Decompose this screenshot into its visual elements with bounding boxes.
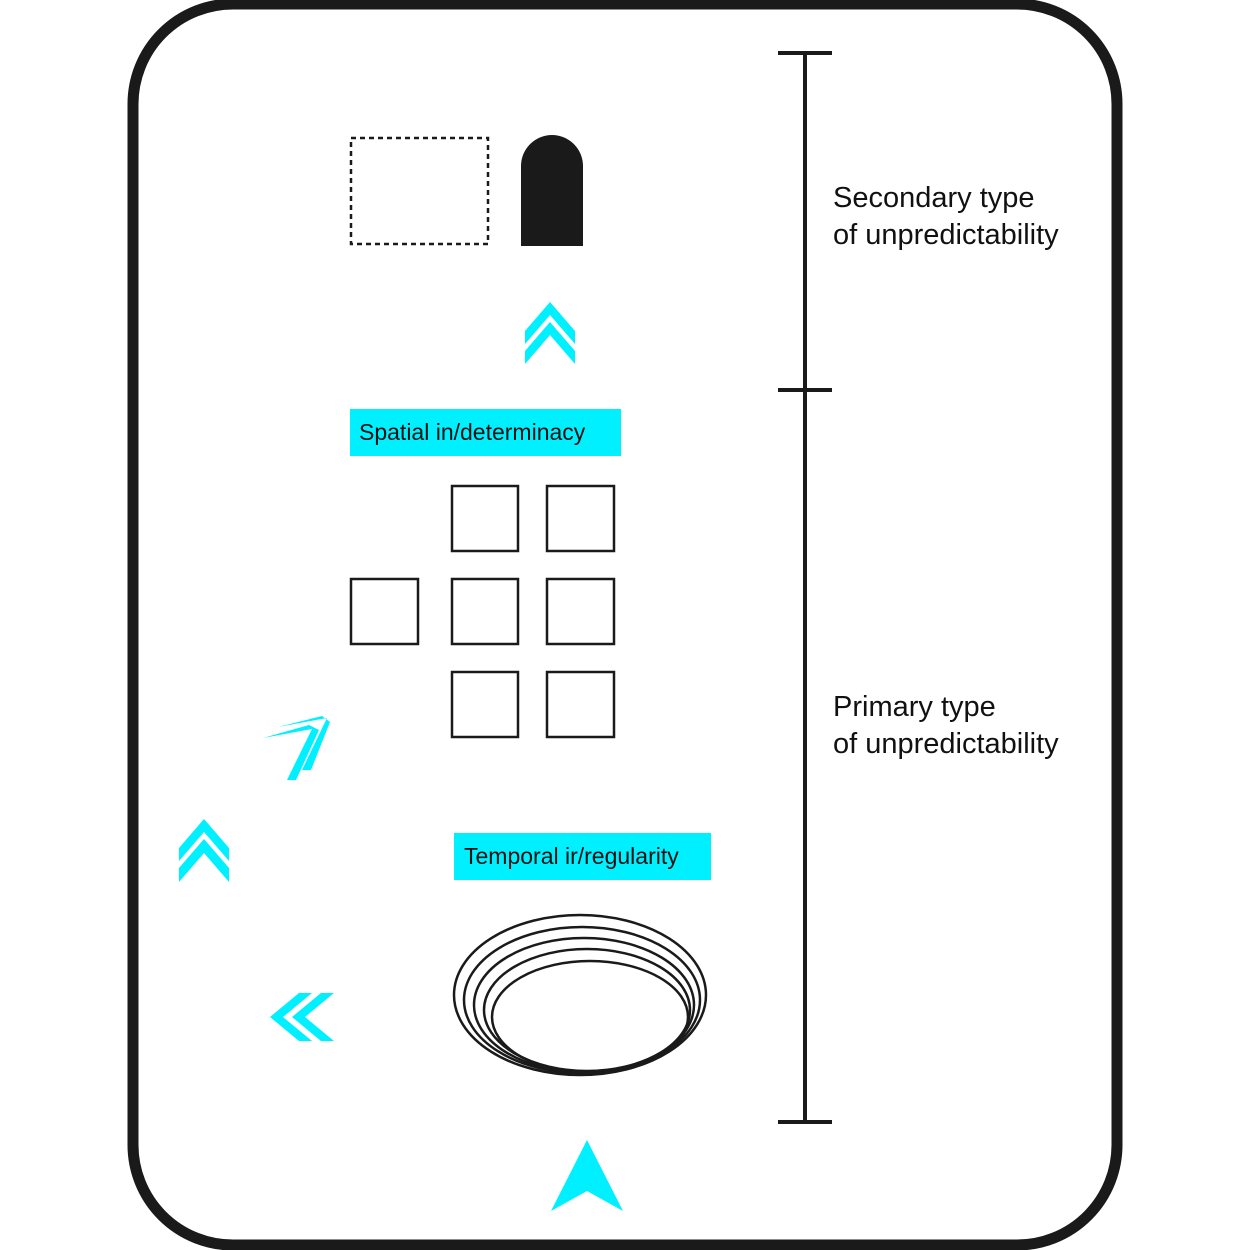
triangle-arrow-up-icon [551, 1140, 623, 1211]
grid-square [450, 484, 520, 553]
scale-bar [778, 51, 832, 1124]
arch-door-icon [521, 135, 583, 246]
primary-type-label: Primary type of unpredictability [833, 689, 1059, 763]
grid-square [450, 577, 520, 646]
temporal-tag: Temporal ir/regularity [454, 833, 711, 880]
primary-type-label-line2: of unpredictability [833, 728, 1059, 760]
secondary-type-label-line1: Secondary type [833, 182, 1035, 214]
grid-square [450, 670, 520, 739]
grid-square [545, 670, 616, 739]
frame-border [127, 0, 1123, 1250]
grid-squares-icon [349, 484, 616, 739]
grid-square [545, 484, 616, 553]
dotted-rectangle-icon [349, 136, 490, 246]
secondary-type-label: Secondary type of unpredictability [833, 180, 1059, 254]
double-chevron-diagonal-icon [263, 716, 330, 780]
secondary-type-label-line2: of unpredictability [833, 219, 1059, 251]
grid-square [349, 577, 420, 646]
double-chevron-up-icon [179, 819, 229, 882]
concentric-ellipses-icon [452, 913, 708, 1077]
grid-square [545, 577, 616, 646]
primary-type-label-line1: Primary type [833, 691, 996, 723]
double-chevron-left-icon [270, 993, 334, 1041]
spatial-tag: Spatial in/determinacy [350, 409, 621, 456]
double-chevron-up-icon [525, 302, 575, 364]
